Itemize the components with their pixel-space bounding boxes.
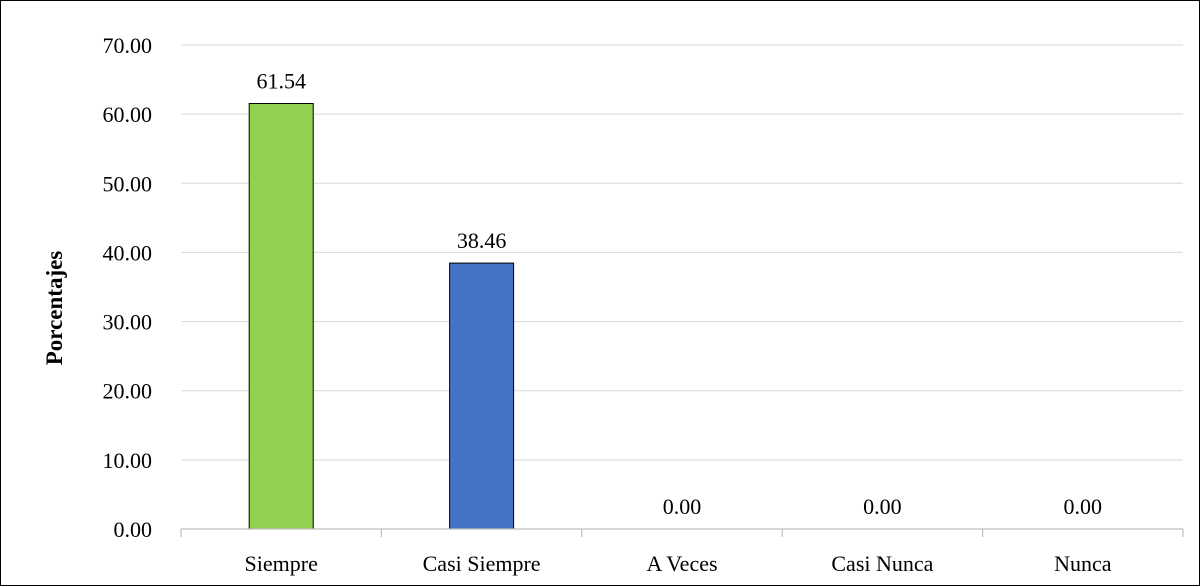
- y-tick-label: 60.00: [103, 102, 153, 127]
- data-label: 0.00: [1064, 494, 1103, 519]
- data-label: 0.00: [663, 494, 702, 519]
- y-tick-label: 30.00: [103, 310, 153, 335]
- gridlines: [181, 44, 1183, 461]
- bar-casi-siempre: [449, 262, 515, 530]
- y-tick-label: 20.00: [103, 379, 153, 404]
- bar-siempre: [248, 102, 314, 530]
- x-tick-label: Siempre: [245, 551, 318, 576]
- x-tick-label: Nunca: [1054, 551, 1112, 576]
- x-tick-label: A Veces: [646, 551, 717, 576]
- data-label: 38.46: [457, 228, 507, 253]
- y-tick-label: 10.00: [103, 448, 153, 473]
- y-tick-label: 50.00: [103, 171, 153, 196]
- bars: [248, 102, 515, 530]
- y-tick-label: 40.00: [103, 240, 153, 265]
- y-tick-label: 0.00: [114, 517, 153, 542]
- x-tick-label: Casi Nunca: [831, 551, 933, 576]
- labels: 0.00 10.00 20.00 30.00 40.00 50.00 60.00 70.00 6…: [103, 33, 1112, 576]
- x-tick-label: Casi Siempre: [423, 551, 541, 576]
- y-tick-label: 70.00: [103, 33, 153, 58]
- data-label: 0.00: [863, 494, 902, 519]
- data-label: 61.54: [256, 68, 306, 93]
- y-axis-title: Porcentajes: [42, 251, 67, 366]
- axes: [180, 528, 1184, 537]
